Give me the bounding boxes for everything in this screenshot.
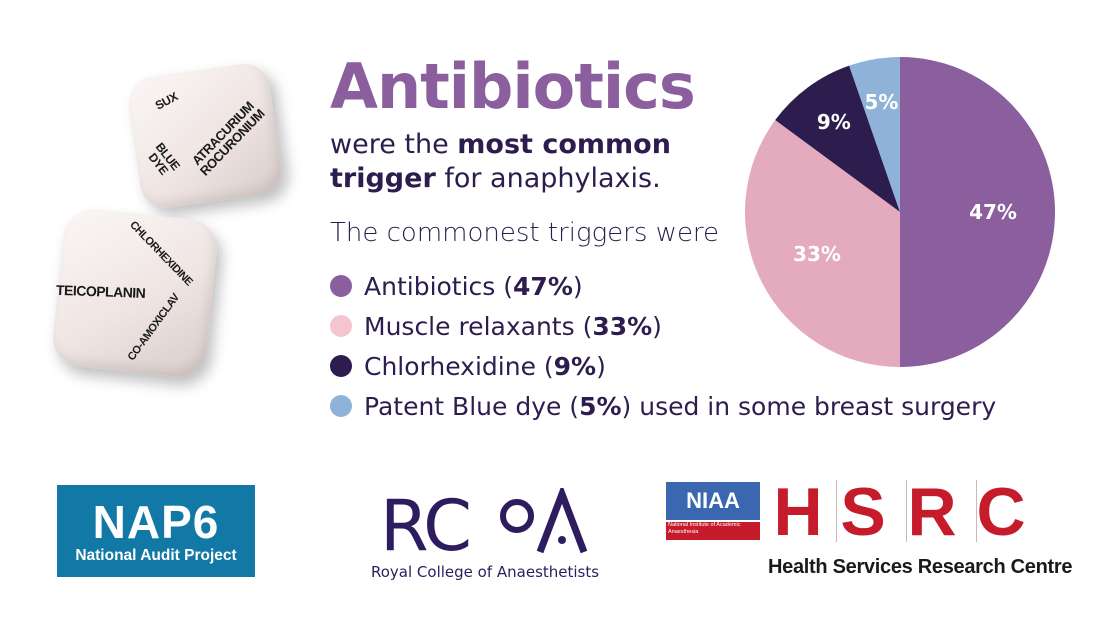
niaa-logo: NIAA (666, 482, 760, 520)
die-lower: CHLORHEXIDINE TEICOPLANIN CO-AMOXICLAV (50, 206, 220, 380)
die-label-sux: SUX (152, 89, 180, 113)
subline-pre: were the (330, 129, 458, 160)
die-label-blue-dye: BLUE DYE (145, 139, 183, 178)
headline-subline: were the most common trigger for anaphyl… (330, 128, 690, 196)
rcoa-logo-graphic: RC (380, 484, 588, 567)
niaa-logo-subtitle: National Institute of Academic Anaesthes… (668, 522, 741, 535)
headline-title: Antibiotics (330, 50, 696, 123)
legend-value: 5% (579, 391, 622, 421)
die-upper: SUX BLUE DYE ATRACURIUM ROCURONIUM (125, 60, 285, 212)
legend-value: 47% (513, 271, 573, 301)
legend-suffix: ) (596, 351, 606, 381)
legend-swatch (330, 315, 352, 337)
legend-swatch (330, 355, 352, 377)
rcoa-logo-mark: RC (380, 484, 600, 573)
legend-label: Muscle relaxants ( (364, 311, 593, 341)
legend-suffix: ) (652, 311, 662, 341)
intro-text: The commonest triggers were (330, 218, 720, 248)
pie-slice-antibiotics (900, 57, 1055, 367)
pie-slice-patent-blue-dye (849, 57, 900, 212)
legend-value: 33% (592, 311, 653, 341)
legend-item-chlorhexidine: Chlorhexidine (9%) (330, 346, 996, 386)
legend-item-patent-blue-dye: Patent Blue dye (5%) used in some breast… (330, 386, 996, 426)
legend-swatch (330, 395, 352, 417)
legend-item-antibiotics: Antibiotics (47%) (330, 266, 996, 306)
die-label-chlorhexidine: CHLORHEXIDINE (127, 219, 195, 289)
legend-suffix: ) used in some breast surgery (621, 391, 997, 421)
hsrc-letter: H (773, 474, 829, 550)
hsrc-logo-name: Health Services Research Centre (768, 556, 1073, 578)
subline-bold-trigger: trigger (330, 163, 436, 194)
rcoa-letters-rc: RC (380, 488, 470, 562)
rcoa-logo-name: Royal College of Anaesthetists (371, 563, 600, 581)
pie-label-antibiotics: 47% (969, 200, 1017, 224)
pie-label-chlorhexidine: 9% (817, 110, 851, 134)
hsrc-divider (976, 480, 977, 542)
legend-label: Patent Blue dye ( (364, 391, 580, 421)
rcoa-a-dot (558, 536, 566, 544)
pie-slice-chlorhexidine (775, 65, 900, 212)
legend-suffix: ) (572, 271, 583, 301)
legend-swatch (330, 275, 352, 297)
rcoa-o-circle (500, 499, 534, 533)
nap6-logo-title: NAP6 (92, 496, 220, 548)
legend-label: Antibiotics ( (364, 271, 514, 301)
nap6-logo: NAP6 National Audit Project (57, 485, 255, 577)
die-label-co-amoxiclav: CO-AMOXICLAV (125, 291, 182, 364)
hsrc-letter: C (976, 474, 1032, 550)
hsrc-divider (906, 480, 907, 542)
pie-slice-muscle-relaxants (745, 120, 900, 368)
nap6-logo-subtitle: National Audit Project (75, 547, 237, 564)
subline-post: for anaphylaxis. (435, 163, 661, 194)
legend-value: 9% (553, 351, 597, 381)
legend-label: Chlorhexidine ( (364, 351, 554, 381)
hsrc-divider (836, 480, 837, 542)
trigger-legend: Antibiotics (47%) Muscle relaxants (33%)… (330, 266, 996, 426)
hsrc-letter: S (840, 474, 892, 550)
pie-label-patent-blue-dye: 5% (864, 90, 898, 114)
die-label-atracurium-rocuronium: ATRACURIUM ROCURONIUM (188, 98, 268, 179)
die-label-teicoplanin: TEICOPLANIN (55, 281, 146, 301)
pie-label-muscle-relaxants: 33% (793, 242, 841, 266)
subline-bold-most-common: most common (457, 129, 671, 160)
rcoa-letter-a (536, 484, 588, 554)
hsrc-letter: R (907, 474, 963, 550)
trigger-pie-chart: 47% 33% 9% 5% (745, 57, 1055, 368)
legend-item-muscle-relaxants: Muscle relaxants (33%) (330, 306, 996, 346)
niaa-logo-bar (666, 522, 760, 540)
